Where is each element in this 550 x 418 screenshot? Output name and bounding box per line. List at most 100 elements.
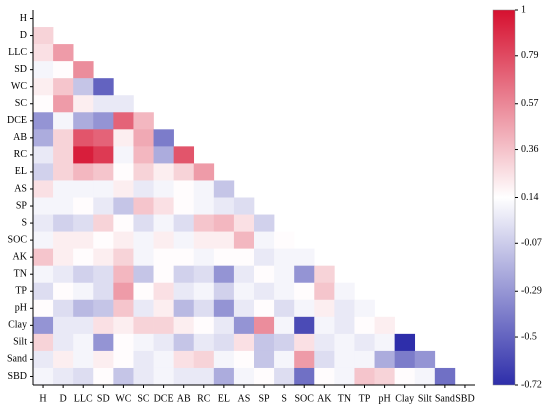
cell xyxy=(93,333,114,352)
cell xyxy=(113,282,134,301)
cell xyxy=(193,367,215,386)
cell xyxy=(334,299,355,318)
cell xyxy=(254,299,275,318)
x-tick-label: TN xyxy=(338,393,351,404)
y-tick-label: Sand xyxy=(7,354,27,365)
cell xyxy=(334,282,355,301)
cell xyxy=(274,265,295,284)
cell xyxy=(193,248,215,266)
cell xyxy=(53,231,74,249)
cell xyxy=(133,248,154,266)
y-tick-label: H xyxy=(20,13,27,24)
cell xyxy=(93,146,114,164)
cell xyxy=(133,112,154,130)
cell xyxy=(173,197,195,215)
cell xyxy=(233,248,255,266)
cell xyxy=(294,333,315,352)
cell xyxy=(153,248,174,266)
cell xyxy=(133,316,154,335)
cell xyxy=(113,265,134,284)
y-tick-label: SP xyxy=(16,200,28,211)
cell xyxy=(274,248,295,266)
cell xyxy=(354,316,375,335)
y-tick-label: TN xyxy=(14,269,27,280)
colorbar-tick-label: -0.07 xyxy=(521,238,542,249)
cell xyxy=(173,214,195,232)
colorbar-tick-label: -0.29 xyxy=(521,286,542,297)
x-tick-label: pH xyxy=(378,393,390,404)
x-tick-label: AS xyxy=(238,393,251,404)
cell xyxy=(53,214,74,232)
cell xyxy=(314,316,335,335)
cell xyxy=(153,282,174,301)
cell xyxy=(314,299,335,318)
cell xyxy=(294,316,315,335)
cell xyxy=(294,299,315,318)
x-tick-label: S xyxy=(281,393,287,404)
cell xyxy=(33,78,54,96)
cell xyxy=(113,197,134,215)
cell xyxy=(133,146,154,164)
cell xyxy=(53,44,74,62)
cell xyxy=(153,367,174,386)
cell xyxy=(53,112,74,130)
cell xyxy=(133,282,154,301)
cell xyxy=(434,367,456,386)
cell xyxy=(33,231,54,249)
cell xyxy=(93,197,114,215)
cell xyxy=(53,78,74,96)
cell xyxy=(354,333,375,352)
y-tick-label: RC xyxy=(14,149,28,160)
cell xyxy=(93,282,114,301)
cell xyxy=(133,231,154,249)
cell xyxy=(233,333,255,352)
cell xyxy=(233,265,255,284)
cell xyxy=(213,316,235,335)
cell xyxy=(73,146,94,164)
y-tick-label: AS xyxy=(14,183,27,194)
cell xyxy=(193,163,215,181)
cell xyxy=(53,197,74,215)
cell xyxy=(254,231,275,249)
cell xyxy=(153,197,174,215)
cell xyxy=(53,299,74,318)
cell xyxy=(33,316,54,335)
cell xyxy=(113,316,134,335)
cell xyxy=(113,299,134,318)
cell xyxy=(73,95,94,113)
y-tick-label: WC xyxy=(11,81,27,92)
cell xyxy=(354,350,375,369)
cell xyxy=(33,282,54,301)
cell xyxy=(73,112,94,130)
cell xyxy=(93,316,114,335)
cell xyxy=(254,350,275,369)
cell xyxy=(33,27,54,45)
cell xyxy=(274,333,295,352)
cell xyxy=(254,265,275,284)
cell xyxy=(153,316,174,335)
cell xyxy=(173,316,195,335)
y-tick-label: D xyxy=(20,30,27,41)
cell xyxy=(133,163,154,181)
x-tick-label: EL xyxy=(218,393,230,404)
cell xyxy=(254,367,275,386)
cell xyxy=(314,333,335,352)
cell xyxy=(414,350,436,369)
cell xyxy=(53,163,74,181)
cell xyxy=(394,350,416,369)
cell xyxy=(294,282,315,301)
colorbar-tick-label: -0.5 xyxy=(521,331,537,342)
colorbar-tick-label: 1 xyxy=(521,4,526,15)
cell xyxy=(153,299,174,318)
cell xyxy=(274,282,295,301)
cell xyxy=(274,350,295,369)
y-tick-label: TP xyxy=(15,286,27,297)
cell xyxy=(53,350,74,369)
cell xyxy=(274,231,295,249)
y-tick-label: AK xyxy=(13,251,28,262)
cell xyxy=(254,214,275,232)
cell xyxy=(294,350,315,369)
cell xyxy=(73,316,94,335)
y-tick-label: DCE xyxy=(7,115,27,126)
y-tick-label: Clay xyxy=(8,320,27,331)
